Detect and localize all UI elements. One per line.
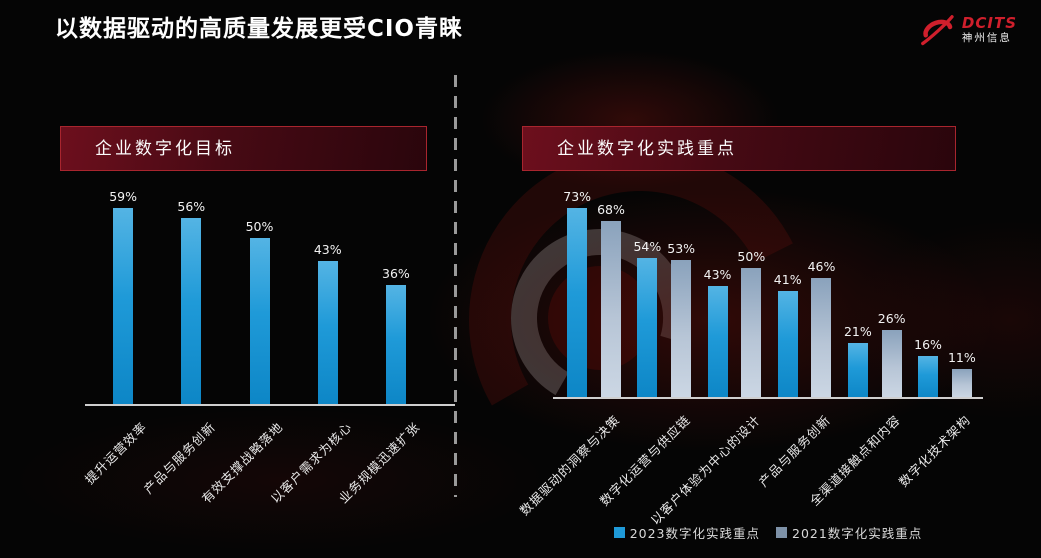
practices-bar-2023 — [918, 356, 939, 398]
bar-group: 21% 26% — [840, 185, 910, 398]
bar-value-label: 73% — [563, 189, 592, 204]
practices-bar-chart: 73% 68% 54% 53% 43% 50% 41% 46% 21% 26% 16% 11% — [559, 185, 980, 398]
bar-value-label: 54% — [633, 239, 662, 254]
bar-wrap: 41% — [774, 272, 802, 398]
logo-brand-text: DCITS — [961, 13, 1017, 32]
practices-bar-2021 — [671, 260, 692, 398]
bar-value-label: 56% — [177, 199, 206, 214]
goals-bar-chart: 59% 56% 50% 43% 36% — [89, 189, 430, 405]
practices-chart-header: 企业数字化实践重点 — [522, 126, 956, 171]
logo-company-text: 神州信息 — [961, 32, 1012, 45]
goals-chart-header: 企业数字化目标 — [60, 126, 427, 171]
practices-bar-2023 — [567, 208, 588, 398]
bar-value-label: 50% — [737, 249, 766, 264]
bar-wrap: 21% — [844, 324, 872, 398]
bar-group: 36% — [362, 190, 430, 405]
goals-bar — [113, 208, 134, 405]
bar-group: 43% — [294, 190, 362, 405]
bar-value-label: 36% — [382, 266, 410, 281]
bar-wrap: 73% — [563, 189, 591, 398]
bar-group: 56% — [157, 190, 225, 405]
practices-category-labels: 数据驱动的洞察与决策 数字化运营与供应链 以客户体验为中心的设计 产品与服务创新 全渠道… — [517, 400, 980, 528]
legend-item-2021: 2021数字化实践重点 — [776, 523, 922, 542]
bar-group: 73% 68% — [559, 185, 629, 398]
bar-value-label: 43% — [703, 267, 732, 282]
bar-wrap: 68% — [597, 202, 625, 398]
practices-bar-2023 — [637, 258, 658, 398]
bar-group: 54% 53% — [629, 185, 699, 398]
bar-wrap: 59% — [109, 189, 137, 405]
bar-value-label: 50% — [245, 219, 274, 234]
practices-bar-2021 — [741, 268, 762, 398]
bar-group: 50% — [225, 190, 293, 405]
dcits-swirl-icon — [921, 15, 954, 46]
bar-group: 43% 50% — [699, 185, 769, 398]
bar-group: 16% 11% — [910, 185, 980, 398]
practices-bar-2021 — [881, 330, 902, 398]
goals-bar — [249, 238, 270, 405]
bar-value-label: 11% — [947, 350, 976, 365]
practices-bar-2023 — [707, 286, 728, 398]
page-title: 以数据驱动的高质量发展更受CIO青睐 — [55, 16, 463, 42]
bar-wrap: 43% — [703, 267, 732, 398]
legend-label-2021: 2021数字化实践重点 — [792, 526, 923, 541]
chart-legend: 2023数字化实践重点 2021数字化实践重点 — [553, 523, 983, 542]
legend-swatch-2021 — [776, 527, 787, 538]
legend-label-2023: 2023数字化实践重点 — [629, 526, 760, 541]
goals-bar — [317, 261, 338, 405]
bar-value-label: 43% — [313, 242, 342, 257]
bar-wrap: 50% — [737, 249, 765, 398]
bar-value-label: 41% — [773, 272, 802, 287]
practices-bar-2021 — [951, 369, 972, 398]
goals-bar — [385, 285, 406, 405]
legend-item-2023: 2023数字化实践重点 — [613, 523, 760, 542]
bar-value-label: 53% — [667, 241, 696, 256]
bar-group: 41% 46% — [770, 185, 840, 398]
vertical-dashed-divider — [454, 75, 457, 497]
bar-wrap: 16% — [914, 337, 942, 398]
category-label: 数字化技术架构 — [896, 412, 974, 490]
bar-group: 59% — [89, 189, 157, 405]
bar-value-label: 59% — [109, 189, 137, 204]
bar-wrap: 54% — [633, 239, 661, 398]
bar-wrap: 50% — [245, 219, 274, 405]
bar-value-label: 46% — [807, 259, 836, 274]
practices-bar-2021 — [811, 278, 832, 398]
bar-wrap: 26% — [878, 311, 906, 398]
goals-bar — [181, 218, 202, 405]
practices-x-axis-line — [553, 397, 983, 399]
bar-wrap: 11% — [948, 350, 976, 398]
bar-value-label: 26% — [877, 311, 906, 326]
goals-category-labels: 提升运营效率 产品与服务创新 有效支撑战略落地 以客户需求为核心 业务规模迅速扩张 — [82, 407, 430, 517]
bar-wrap: 43% — [314, 242, 342, 405]
practices-bar-2023 — [847, 343, 868, 398]
practices-bar-2023 — [777, 291, 798, 398]
bar-wrap: 56% — [177, 199, 205, 405]
bar-wrap: 53% — [667, 241, 695, 398]
category-label: 提升运营效率 — [81, 419, 150, 488]
bar-value-label: 68% — [597, 202, 625, 217]
goals-x-axis-line — [85, 404, 455, 406]
bar-wrap: 36% — [382, 266, 410, 405]
legend-swatch-2023 — [613, 527, 625, 538]
company-logo: DCITS 神州信息 — [918, 12, 1017, 48]
bar-value-label: 21% — [843, 324, 872, 339]
bar-wrap: 46% — [807, 259, 836, 398]
bar-value-label: 16% — [914, 337, 942, 352]
practices-bar-2021 — [600, 221, 621, 398]
